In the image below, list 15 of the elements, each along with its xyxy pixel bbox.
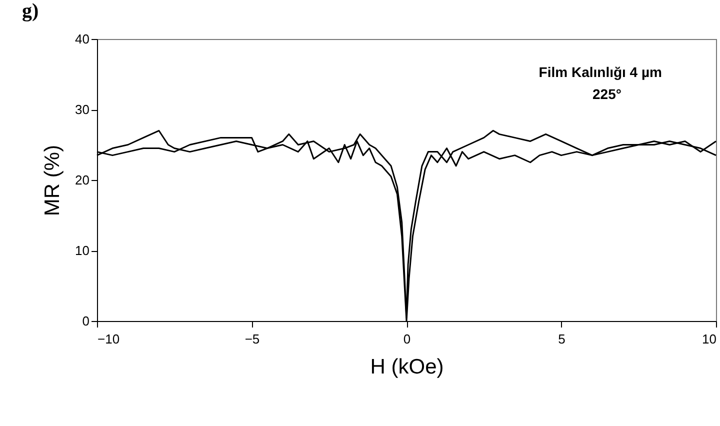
y-tick-label: 30 bbox=[75, 102, 90, 117]
text: g) bbox=[22, 0, 39, 22]
y-tick-label: 20 bbox=[75, 172, 90, 188]
x-tick-label: −5 bbox=[244, 332, 260, 346]
x-tick-label: 0 bbox=[403, 332, 411, 346]
y-tick-label: 10 bbox=[75, 243, 90, 258]
y-axis-title: MR (%) bbox=[41, 144, 64, 216]
x-tick-label: −10 bbox=[98, 332, 120, 346]
y-tick-label: 40 bbox=[75, 32, 90, 46]
x-tick-label: 5 bbox=[558, 332, 566, 346]
x-axis-title: H (kOe) bbox=[370, 356, 444, 378]
y-tick-label: 0 bbox=[82, 314, 90, 328]
annotation: Film Kalınlığı 4 µm bbox=[538, 64, 662, 80]
annotation: 225° bbox=[592, 86, 622, 102]
x-tick-label: 10 bbox=[702, 332, 716, 346]
